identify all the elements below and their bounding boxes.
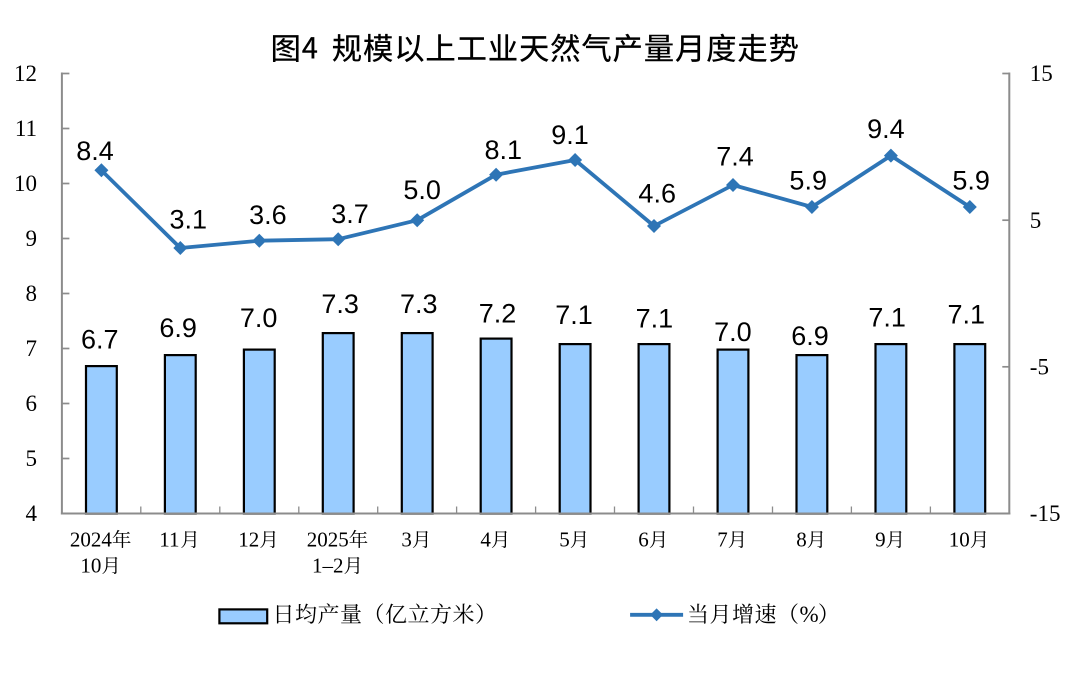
svg-text:6: 6 [638, 528, 649, 552]
svg-text:2024: 2024 [70, 528, 113, 552]
svg-text:6.9: 6.9 [159, 313, 197, 343]
svg-text:2025: 2025 [307, 528, 349, 552]
svg-text:5.9: 5.9 [952, 166, 990, 196]
svg-text:7: 7 [717, 528, 728, 552]
svg-text:7: 7 [26, 336, 38, 361]
svg-text:3: 3 [401, 528, 412, 552]
svg-text:3.1: 3.1 [170, 204, 208, 234]
svg-text:7.1: 7.1 [555, 300, 593, 330]
svg-text:7.0: 7.0 [714, 317, 752, 347]
svg-text:-5: -5 [1030, 354, 1049, 379]
svg-text:8.1: 8.1 [485, 135, 523, 165]
svg-text:11: 11 [15, 116, 37, 141]
svg-text:11: 11 [159, 528, 179, 552]
svg-text:7.2: 7.2 [479, 298, 517, 328]
svg-text:8: 8 [796, 528, 807, 552]
svg-text:7.1: 7.1 [636, 304, 674, 334]
svg-text:8.4: 8.4 [76, 136, 114, 166]
svg-text:5.0: 5.0 [403, 175, 441, 205]
svg-text:4.6: 4.6 [638, 179, 676, 209]
svg-text:6.9: 6.9 [791, 321, 829, 351]
svg-text:9.4: 9.4 [867, 114, 905, 144]
svg-text:15: 15 [1030, 61, 1053, 86]
svg-text:%: % [800, 602, 819, 627]
svg-text:-15: -15 [1030, 501, 1061, 526]
svg-text:4: 4 [480, 528, 491, 552]
svg-text:7.1: 7.1 [868, 303, 906, 333]
svg-text:5: 5 [559, 528, 570, 552]
svg-text:7.0: 7.0 [240, 303, 278, 333]
svg-text:5: 5 [1030, 208, 1042, 233]
svg-text:9.1: 9.1 [551, 120, 589, 150]
svg-text:12: 12 [238, 528, 259, 552]
svg-text:9: 9 [26, 226, 38, 251]
svg-text:7.3: 7.3 [321, 289, 359, 319]
svg-text:7.1: 7.1 [948, 299, 986, 329]
svg-text:3.7: 3.7 [331, 199, 369, 229]
svg-text:7.4: 7.4 [716, 142, 754, 172]
svg-text:3.6: 3.6 [249, 200, 287, 230]
svg-text:10: 10 [949, 528, 970, 552]
svg-text:6: 6 [26, 391, 38, 416]
svg-text:12: 12 [14, 61, 37, 86]
svg-text:8: 8 [26, 281, 38, 306]
svg-text:7.3: 7.3 [400, 289, 438, 319]
svg-text:5: 5 [26, 446, 38, 471]
svg-text:10: 10 [80, 554, 101, 578]
svg-text:9: 9 [875, 528, 886, 552]
svg-text:5.9: 5.9 [789, 166, 827, 196]
svg-text:4: 4 [26, 501, 38, 526]
svg-text:10: 10 [14, 171, 37, 196]
svg-text:6.7: 6.7 [81, 324, 119, 354]
svg-text:1–2: 1–2 [312, 554, 344, 578]
